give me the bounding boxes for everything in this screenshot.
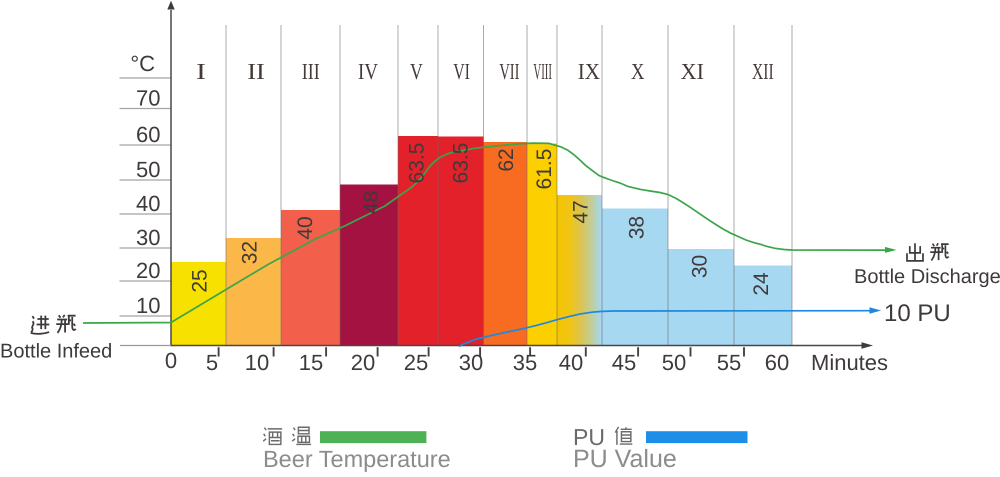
svg-text:60: 60 bbox=[136, 122, 160, 147]
svg-text:47: 47 bbox=[570, 200, 593, 223]
svg-text:III: III bbox=[302, 59, 320, 84]
svg-text:10 PU: 10 PU bbox=[884, 300, 951, 327]
svg-text:Beer Temperature: Beer Temperature bbox=[263, 446, 451, 472]
svg-text:50: 50 bbox=[662, 350, 686, 375]
svg-text:61.5: 61.5 bbox=[533, 149, 556, 190]
svg-text:35: 35 bbox=[513, 350, 537, 375]
svg-text:40: 40 bbox=[559, 350, 583, 375]
svg-text:70: 70 bbox=[136, 85, 160, 110]
svg-text:30: 30 bbox=[136, 225, 160, 250]
svg-text:20: 20 bbox=[136, 258, 160, 283]
svg-text:50: 50 bbox=[136, 157, 160, 182]
svg-text:IV: IV bbox=[358, 59, 378, 84]
svg-text:V: V bbox=[410, 59, 423, 84]
svg-text:VII: VII bbox=[499, 59, 519, 84]
svg-text:PU Value: PU Value bbox=[573, 445, 677, 473]
svg-text:Minutes: Minutes bbox=[811, 350, 888, 375]
svg-text:°C: °C bbox=[130, 51, 155, 76]
svg-text:60: 60 bbox=[765, 350, 789, 375]
svg-text:24: 24 bbox=[750, 272, 773, 296]
svg-text:63.5: 63.5 bbox=[450, 143, 473, 184]
svg-text:VI: VI bbox=[453, 59, 470, 84]
svg-text:25: 25 bbox=[404, 350, 428, 375]
svg-text:XII: XII bbox=[752, 59, 774, 84]
svg-text:10: 10 bbox=[136, 293, 160, 318]
svg-text:30: 30 bbox=[689, 255, 712, 278]
svg-text:PU: PU bbox=[573, 424, 605, 450]
svg-text:X: X bbox=[631, 59, 645, 84]
svg-text:15: 15 bbox=[299, 350, 323, 375]
svg-text:20: 20 bbox=[351, 350, 375, 375]
svg-text:40: 40 bbox=[294, 216, 317, 239]
svg-text:62: 62 bbox=[495, 148, 518, 171]
svg-text:48: 48 bbox=[360, 191, 383, 214]
svg-text:10: 10 bbox=[245, 350, 269, 375]
svg-text:38: 38 bbox=[626, 216, 649, 239]
svg-text:IX: IX bbox=[578, 59, 601, 84]
svg-text:40: 40 bbox=[136, 191, 160, 216]
svg-text:55: 55 bbox=[717, 350, 741, 375]
svg-text:32: 32 bbox=[239, 241, 262, 264]
svg-text:0: 0 bbox=[165, 348, 177, 373]
svg-text:63.5: 63.5 bbox=[406, 143, 429, 184]
svg-text:30: 30 bbox=[459, 350, 483, 375]
svg-text:II: II bbox=[247, 59, 265, 84]
svg-text:Bottle Infeed: Bottle Infeed bbox=[0, 341, 112, 363]
svg-text:25: 25 bbox=[189, 269, 212, 292]
svg-text:Bottle Discharge: Bottle Discharge bbox=[854, 266, 1000, 288]
svg-text:VIII: VIII bbox=[533, 59, 552, 84]
svg-text:XI: XI bbox=[681, 59, 704, 84]
svg-text:45: 45 bbox=[612, 350, 636, 375]
svg-text:I: I bbox=[196, 59, 206, 84]
svg-text:5: 5 bbox=[206, 350, 218, 375]
